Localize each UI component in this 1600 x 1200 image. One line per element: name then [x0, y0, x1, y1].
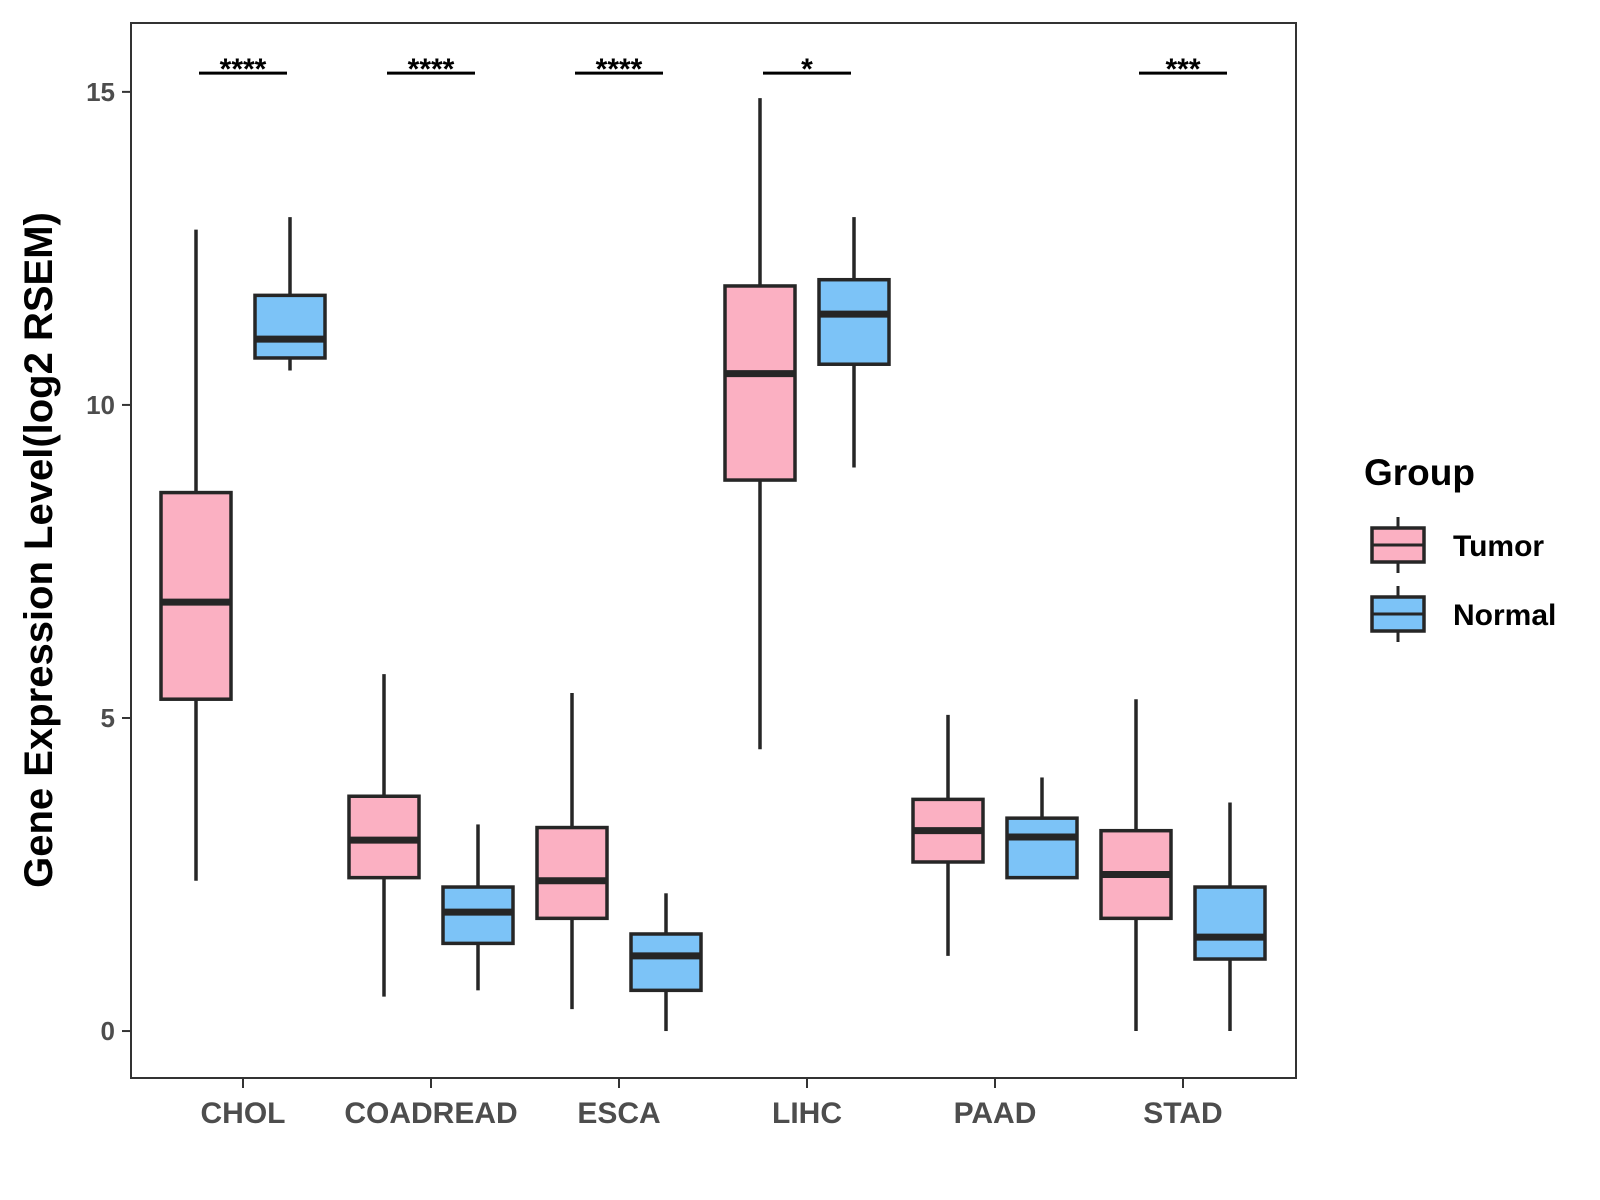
x-tick-label: STAD [1143, 1097, 1222, 1130]
x-tick-label: PAAD [954, 1097, 1037, 1130]
significance-label: **** [408, 53, 455, 86]
box-normal-stad [1193, 802, 1267, 1032]
significance-label: * [801, 53, 813, 86]
box-normal-chol [253, 217, 327, 371]
box-iqr [535, 825, 609, 921]
box-tumor-chol [159, 229, 233, 881]
legend-title: Group [1364, 452, 1475, 493]
significance-label: *** [1165, 53, 1200, 86]
y-tick-label: 10 [86, 390, 115, 420]
box-iqr [817, 277, 891, 366]
box-tumor-coadread [347, 674, 421, 997]
y-axis: 0 5 10 15 [86, 77, 131, 1046]
box-iqr [1005, 816, 1079, 880]
box-tumor-stad [1099, 699, 1173, 1032]
box-layer [159, 98, 1267, 1032]
legend-item-normal: Normal [1370, 586, 1556, 642]
box-iqr [159, 490, 233, 701]
box-normal-esca [629, 893, 703, 1032]
significance-label: **** [596, 53, 643, 86]
box-iqr [253, 293, 327, 360]
x-axis: CHOL COADREAD ESCA LIHC PAAD STAD [201, 1078, 1223, 1130]
y-tick-label: 5 [101, 703, 115, 733]
box-iqr [723, 284, 797, 482]
box-iqr [1193, 885, 1267, 961]
box-normal-coadread [441, 824, 515, 991]
y-tick-label: 0 [101, 1016, 115, 1046]
y-axis-title: Gene Expression Level(log2 RSEM) [17, 212, 61, 888]
legend-item-tumor: Tumor [1370, 517, 1544, 573]
box-tumor-lihc [723, 98, 797, 750]
box-tumor-esca [535, 692, 609, 1010]
box-normal-lihc [817, 217, 891, 468]
significance-layer: **** **** **** * *** [199, 53, 1227, 86]
x-tick-label: ESCA [577, 1097, 660, 1130]
box-normal-paad [1005, 777, 1079, 880]
x-tick-label: LIHC [772, 1097, 842, 1130]
significance-label: **** [220, 53, 267, 86]
x-tick-label: COADREAD [344, 1097, 517, 1130]
legend-label: Tumor [1453, 530, 1544, 563]
legend: Group Tumor Normal [1364, 452, 1556, 642]
box-iqr [629, 932, 703, 993]
legend-label: Normal [1453, 599, 1556, 632]
box-tumor-paad [911, 714, 985, 956]
y-tick-label: 15 [86, 77, 115, 107]
x-tick-label: CHOL [201, 1097, 286, 1130]
